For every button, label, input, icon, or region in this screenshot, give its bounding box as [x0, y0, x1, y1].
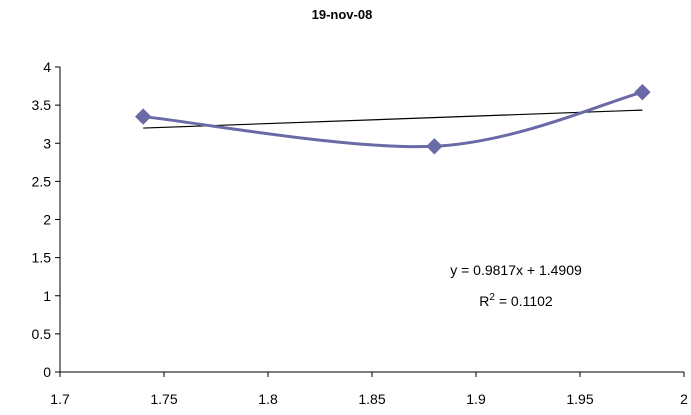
data-point-marker [134, 108, 152, 125]
data-point-marker [426, 138, 443, 155]
x-tick-label: 1.85 [358, 391, 385, 407]
y-tick-label: 0 [43, 364, 51, 380]
series-group [134, 83, 651, 155]
x-axis-ticks: 1.7 1.75 1.8 1.85 1.9 1.95 2 [50, 372, 688, 407]
y-tick-label: 3.5 [32, 97, 52, 113]
trendline [143, 109, 643, 129]
chart-title: 19-nov-08 [312, 7, 373, 22]
x-tick-label: 1.95 [566, 391, 593, 407]
data-point-marker [634, 83, 651, 101]
y-tick-label: 0.5 [32, 326, 52, 342]
trendline-equation: y = 0.9817x + 1.4909 [450, 262, 582, 278]
x-tick-label: 2 [680, 391, 688, 407]
x-tick-label: 1.7 [50, 391, 70, 407]
r-squared-value: = 0.1102 [495, 293, 553, 309]
y-tick-label: 2.5 [32, 173, 52, 189]
y-tick-label: 3 [43, 135, 51, 151]
y-tick-label: 4 [43, 59, 51, 75]
x-tick-label: 1.9 [466, 391, 486, 407]
y-tick-label: 1.5 [32, 250, 52, 266]
y-tick-label: 1 [43, 288, 51, 304]
trendline-group [143, 109, 643, 129]
y-tick-label: 2 [43, 212, 51, 228]
x-tick-label: 1.75 [150, 391, 177, 407]
r-squared-superscript: 2 [489, 292, 495, 303]
r-squared-label: R2 = 0.1102 [479, 292, 553, 309]
y-axis-ticks: 0 0.5 1 1.5 2 2.5 3 3.5 4 [32, 59, 60, 380]
x-tick-label: 1.8 [258, 391, 278, 407]
r-squared-prefix: R [479, 293, 489, 309]
